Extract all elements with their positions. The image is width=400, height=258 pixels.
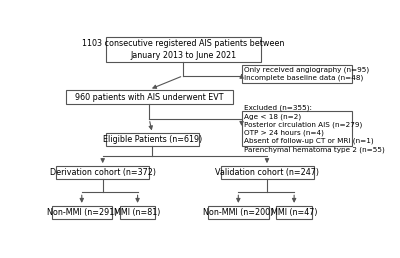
FancyBboxPatch shape [120, 206, 155, 219]
Text: 960 patients with AIS underwent EVT: 960 patients with AIS underwent EVT [75, 93, 224, 101]
Text: MMI (n=47): MMI (n=47) [271, 208, 317, 217]
FancyBboxPatch shape [66, 90, 233, 104]
Text: Validation cohort (n=247): Validation cohort (n=247) [215, 168, 319, 177]
FancyBboxPatch shape [106, 133, 199, 146]
FancyBboxPatch shape [242, 65, 352, 83]
FancyBboxPatch shape [220, 166, 314, 179]
Text: Derivation cohort (n=372): Derivation cohort (n=372) [50, 168, 156, 177]
Text: Only received angiography (n=95)
Incomplete baseline data (n=48): Only received angiography (n=95) Incompl… [244, 66, 369, 81]
FancyBboxPatch shape [52, 206, 112, 219]
FancyBboxPatch shape [276, 206, 312, 219]
Text: Non-MMI (n=291): Non-MMI (n=291) [46, 208, 117, 217]
Text: Excluded (n=355):
Age < 18 (n=2)
Posterior circulation AIS (n=279)
OTP > 24 hour: Excluded (n=355): Age < 18 (n=2) Posteri… [244, 105, 385, 153]
Text: Non-MMI (n=200): Non-MMI (n=200) [203, 208, 274, 217]
Text: 1103 consecutive registered AIS patients between
January 2013 to June 2021: 1103 consecutive registered AIS patients… [82, 39, 284, 60]
FancyBboxPatch shape [106, 37, 261, 62]
FancyBboxPatch shape [242, 111, 352, 146]
FancyBboxPatch shape [56, 166, 149, 179]
Text: MMI (n=81): MMI (n=81) [114, 208, 161, 217]
FancyBboxPatch shape [208, 206, 268, 219]
Text: Eligible Patients (n=619): Eligible Patients (n=619) [103, 135, 202, 144]
